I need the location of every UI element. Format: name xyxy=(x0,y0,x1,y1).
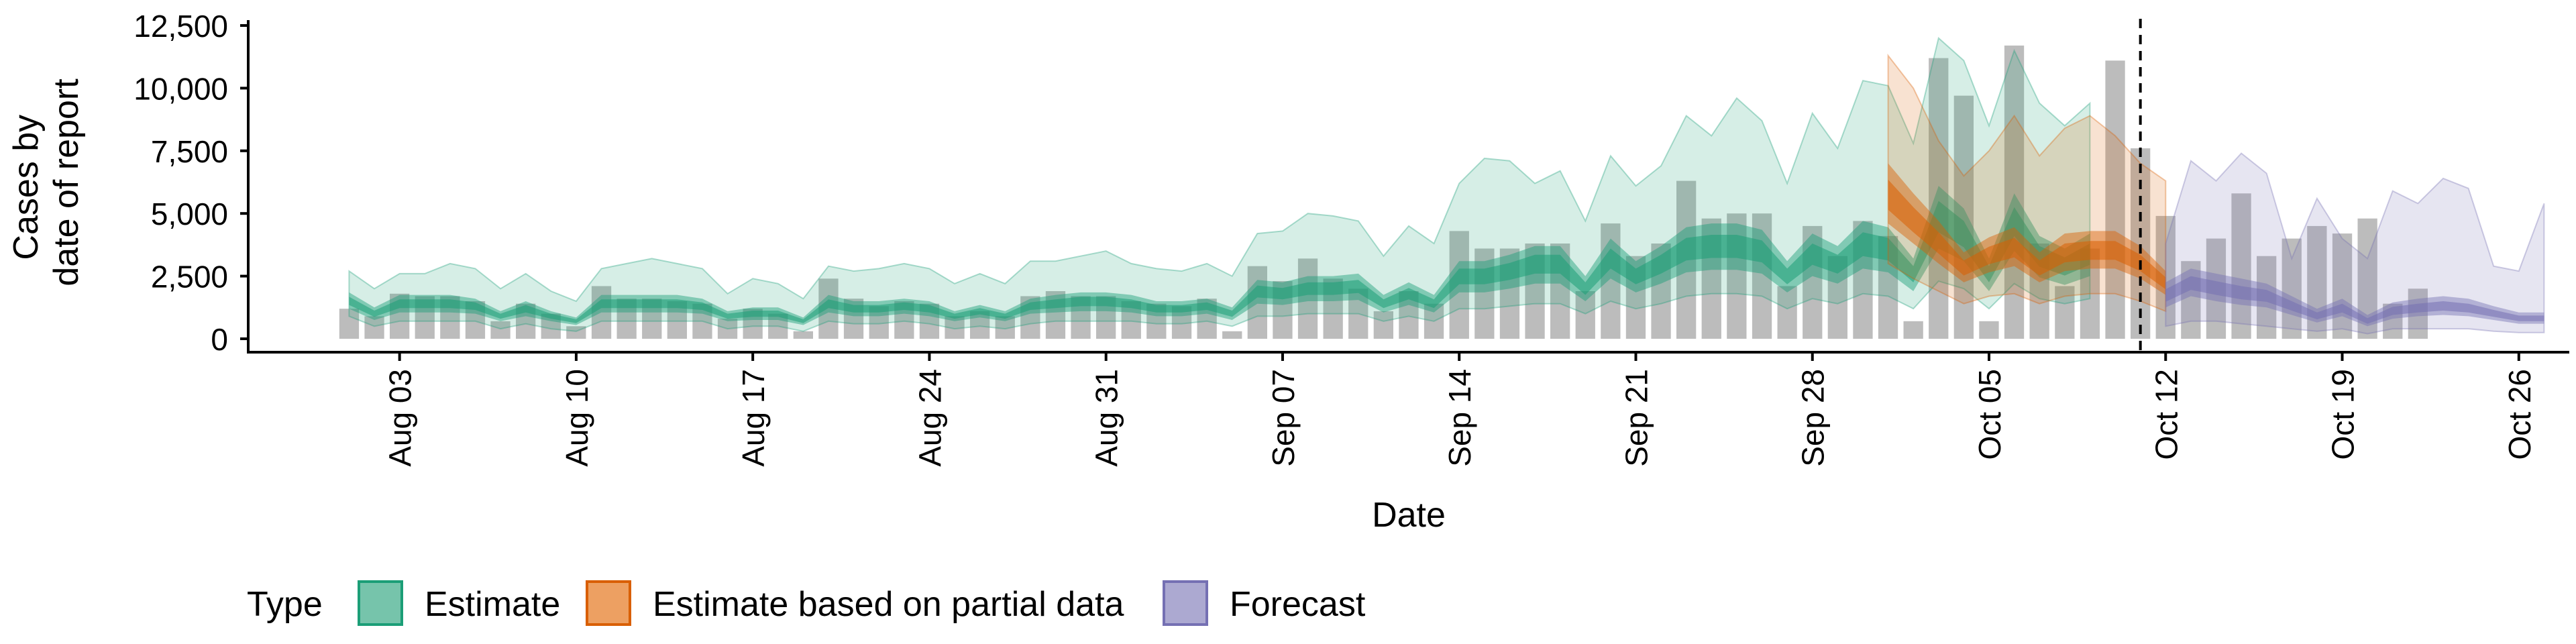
middle-interval-band xyxy=(2165,268,2544,327)
y-axis-label: Cases by date of report xyxy=(7,78,86,286)
observed-bar xyxy=(339,309,360,339)
x-tick-label: Aug 03 xyxy=(383,369,418,467)
y-axis-label-line-2: date of report xyxy=(47,78,86,286)
observed-bar xyxy=(1424,303,1444,339)
legend-key xyxy=(1163,580,1208,626)
y-tick-label: 12,500 xyxy=(133,9,228,44)
inner-interval-band xyxy=(2165,276,2544,324)
legend-label: Forecast xyxy=(1230,585,1366,624)
x-tick-label: Oct 19 xyxy=(2326,369,2361,460)
observed-bar xyxy=(1575,291,1595,339)
y-tick-label: 5,000 xyxy=(151,197,228,231)
outer-interval-band xyxy=(348,36,2091,332)
y-tick-label: 0 xyxy=(211,322,228,357)
inner-interval-band xyxy=(349,201,2090,323)
y-tick-label: 10,000 xyxy=(133,71,228,106)
observed-bar xyxy=(1979,321,1999,339)
observed-bar xyxy=(793,331,813,339)
axes: 0 2,500 5,000 7,500 10,000 12,500 Aug 03 Aug 10… xyxy=(133,9,2569,467)
observed-bar xyxy=(1777,286,1797,339)
observed-bar xyxy=(1752,213,1772,339)
x-tick-label: Oct 05 xyxy=(1972,369,2007,460)
observed-bar xyxy=(1474,248,1495,339)
observed-bar xyxy=(2004,45,2025,339)
x-tick-label: Sep 21 xyxy=(1619,369,1654,467)
observed-bar xyxy=(2055,286,2075,339)
legend-label: Estimate xyxy=(425,585,560,624)
legend-key xyxy=(586,580,631,626)
observed-bar xyxy=(591,286,612,339)
estimate-bands xyxy=(348,36,2545,335)
legend-key xyxy=(358,580,403,626)
x-tick-label: Sep 14 xyxy=(1442,369,1477,467)
observed-bar xyxy=(1222,331,1242,339)
observed-bar xyxy=(2181,261,2201,339)
legend: Type Estimate Estimate based on partial da… xyxy=(247,580,1366,626)
observed-bar xyxy=(970,311,990,339)
observed-bar xyxy=(1903,321,1923,339)
observed-bar xyxy=(2105,60,2125,339)
observed-bar xyxy=(1601,223,1621,339)
x-tick-label: Oct 26 xyxy=(2502,369,2537,460)
observed-bar xyxy=(1348,288,1368,339)
y-tick-label: 2,500 xyxy=(151,260,228,294)
observed-bar xyxy=(2282,238,2302,339)
x-tick-label: Aug 24 xyxy=(912,369,947,467)
observed-bar xyxy=(2332,233,2353,339)
y-axis-label-line-1: Cases by xyxy=(7,115,46,260)
x-tick-label: Aug 10 xyxy=(559,369,594,467)
y-tick-label: 7,500 xyxy=(151,134,228,169)
observed-bar xyxy=(945,316,965,339)
observed-bar xyxy=(1727,213,1747,339)
x-tick-label: Sep 28 xyxy=(1796,369,1831,467)
x-axis-label: Date xyxy=(1372,496,1446,535)
x-tick-label: Aug 31 xyxy=(1089,369,1124,467)
observed-bar xyxy=(2307,225,2327,339)
inner-interval-band xyxy=(1888,179,2166,290)
observed-bar xyxy=(490,321,511,339)
series-estimate xyxy=(348,36,2091,332)
observed-bar xyxy=(1373,311,1393,339)
x-tick-label: Oct 12 xyxy=(2149,369,2184,460)
outer-interval-band xyxy=(2165,152,2545,335)
legend-title: Type xyxy=(247,585,323,624)
observed-bar xyxy=(1929,58,1949,339)
series-forecast xyxy=(2165,152,2545,335)
x-tick-label: Sep 07 xyxy=(1266,369,1301,467)
observed-bar xyxy=(717,319,738,339)
observed-bar xyxy=(2231,193,2251,339)
series-estimate-based-on-partial-data xyxy=(1887,53,2167,313)
observed-bar xyxy=(1297,258,1318,339)
legend-label: Estimate based on partial data xyxy=(653,585,1124,624)
x-tick-label: Aug 17 xyxy=(736,369,771,467)
observed-bar xyxy=(566,326,586,339)
observed-bar xyxy=(364,316,384,339)
observed-bar xyxy=(995,316,1015,339)
observed-bar xyxy=(2408,288,2428,339)
